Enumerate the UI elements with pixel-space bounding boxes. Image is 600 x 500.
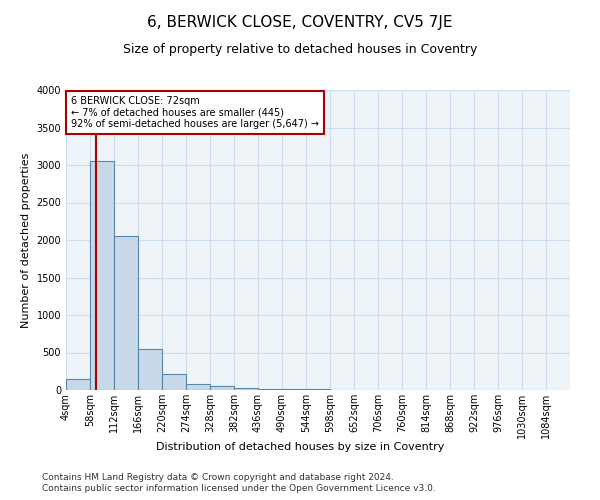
Text: Size of property relative to detached houses in Coventry: Size of property relative to detached ho… <box>123 42 477 56</box>
Bar <box>210 386 234 390</box>
Text: Contains HM Land Registry data © Crown copyright and database right 2024.: Contains HM Land Registry data © Crown c… <box>42 472 394 482</box>
Text: 6, BERWICK CLOSE, COVENTRY, CV5 7JE: 6, BERWICK CLOSE, COVENTRY, CV5 7JE <box>147 15 453 30</box>
Bar <box>258 389 282 390</box>
Bar <box>90 161 114 390</box>
Bar <box>282 389 306 390</box>
Bar <box>162 374 186 390</box>
Bar <box>234 388 258 390</box>
Bar <box>138 349 162 390</box>
Bar <box>186 384 210 390</box>
Y-axis label: Number of detached properties: Number of detached properties <box>21 152 31 328</box>
Text: 6 BERWICK CLOSE: 72sqm
← 7% of detached houses are smaller (445)
92% of semi-det: 6 BERWICK CLOSE: 72sqm ← 7% of detached … <box>71 96 319 129</box>
Text: Contains public sector information licensed under the Open Government Licence v3: Contains public sector information licen… <box>42 484 436 493</box>
Text: Distribution of detached houses by size in Coventry: Distribution of detached houses by size … <box>156 442 444 452</box>
Bar <box>114 236 138 390</box>
Bar <box>66 379 90 390</box>
